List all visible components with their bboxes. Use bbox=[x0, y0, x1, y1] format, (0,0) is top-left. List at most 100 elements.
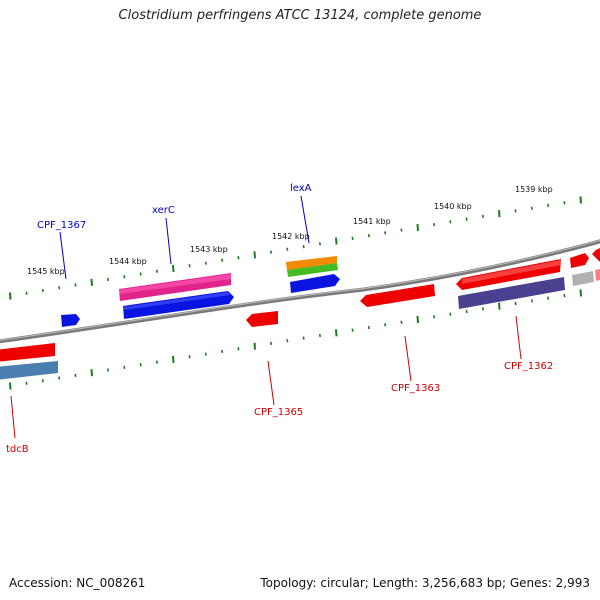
gene-label-tdcB[interactable]: tdcB bbox=[6, 444, 29, 455]
gene-label-cpf1365[interactable]: CPF_1365 bbox=[254, 407, 303, 418]
leader-cpf1365 bbox=[267, 360, 275, 406]
upper-scale-tick bbox=[416, 223, 419, 231]
lower-scale-tick bbox=[270, 341, 273, 346]
lower-scale-tick bbox=[465, 309, 468, 314]
feature-cpf1362-upper[interactable] bbox=[456, 248, 600, 290]
lower-scale-tick bbox=[449, 312, 452, 316]
map-title: Clostridium perfringens ATCC 13124, comp… bbox=[118, 8, 482, 23]
upper-scale-tick bbox=[123, 275, 126, 279]
lower-scale-tick bbox=[172, 355, 175, 363]
leader-cpf1363 bbox=[404, 335, 412, 382]
lower-scale-tick bbox=[286, 339, 289, 343]
leader-lexA bbox=[300, 195, 310, 244]
scale-label-1544: 1544 kbp bbox=[109, 257, 147, 266]
upper-scale-tick bbox=[237, 255, 240, 260]
leader-cpf1367 bbox=[59, 231, 67, 280]
upper-scale-tick bbox=[9, 292, 12, 300]
gene-label-cpf1367[interactable]: CPF_1367 bbox=[37, 220, 86, 231]
upper-scale-tick bbox=[286, 247, 289, 251]
feature-cpf1363[interactable] bbox=[360, 284, 435, 307]
upper-scale-tick bbox=[563, 201, 566, 205]
scale-label-1543: 1543 kbp bbox=[190, 245, 228, 254]
leader-xerC bbox=[165, 217, 172, 265]
upper-scale-tick bbox=[221, 258, 224, 262]
lower-scale-tick bbox=[563, 293, 566, 298]
gene-label-cpf1362[interactable]: CPF_1362 bbox=[504, 361, 553, 372]
lower-scale-tick bbox=[41, 379, 44, 383]
upper-scale-tick bbox=[74, 283, 77, 287]
upper-scale-tick bbox=[107, 277, 110, 282]
lower-scale-tick bbox=[400, 320, 403, 324]
lower-scale-tick bbox=[9, 382, 12, 390]
topology-text: Topology: circular; Length: 3,256,683 bp… bbox=[260, 576, 590, 590]
lower-scale-tick bbox=[351, 328, 354, 332]
lower-scale-tick bbox=[123, 365, 126, 370]
gene-labels: CPF_1367 xerC lexA tdcB CPF_1365 CPF_136… bbox=[6, 183, 553, 455]
upper-scale-tick bbox=[188, 264, 191, 268]
lower-scale-tick bbox=[25, 381, 28, 385]
gene-label-xerC[interactable]: xerC bbox=[152, 205, 175, 216]
lower-scale-tick bbox=[530, 299, 533, 303]
upper-scale-tick bbox=[433, 222, 436, 227]
upper-scale-tick bbox=[302, 244, 305, 249]
feature-tdcB[interactable] bbox=[0, 343, 58, 380]
gene-label-lexA[interactable]: lexA bbox=[290, 183, 312, 194]
lower-scale-tick bbox=[302, 336, 305, 340]
upper-scale-tick bbox=[465, 217, 468, 221]
lower-scale-tick bbox=[253, 342, 256, 350]
feature-cpf1362[interactable] bbox=[458, 269, 600, 309]
upper-scale-tick bbox=[530, 206, 533, 210]
upper-scale-tick bbox=[547, 203, 550, 208]
lower-scale-tick bbox=[318, 333, 321, 338]
lower-scale-tick bbox=[139, 363, 142, 367]
upper-scale-tick bbox=[90, 278, 93, 286]
scale-label-1540: 1540 kbp bbox=[434, 202, 472, 211]
lower-scale-tick bbox=[188, 355, 191, 359]
scale-labels: 1545 kbp 1544 kbp 1543 kbp 1542 kbp 1541… bbox=[27, 185, 553, 276]
upper-scale-tick bbox=[155, 269, 158, 273]
gene-label-cpf1363[interactable]: CPF_1363 bbox=[391, 383, 440, 394]
genome-backbone-highlight bbox=[0, 239, 600, 341]
lower-scale-tick bbox=[237, 347, 240, 351]
upper-scale-tick bbox=[384, 231, 387, 235]
lower-scale-tick bbox=[367, 325, 370, 330]
leader-cpf1362 bbox=[515, 315, 522, 360]
upper-scale-tick bbox=[481, 214, 484, 219]
upper-scale-tick bbox=[449, 220, 452, 224]
lower-scale-tick bbox=[221, 349, 224, 354]
lower-scale-tick bbox=[498, 302, 501, 310]
lower-scale-tick bbox=[433, 315, 436, 319]
scale-label-1539: 1539 kbp bbox=[515, 185, 553, 194]
upper-scale-tick bbox=[514, 209, 517, 213]
lower-scale-tick bbox=[335, 329, 338, 337]
feature-xerC[interactable] bbox=[119, 273, 234, 319]
scale-ticks-upper bbox=[9, 196, 582, 300]
upper-scale-tick bbox=[318, 242, 321, 246]
scale-ticks-lower bbox=[9, 289, 582, 390]
scale-label-1545: 1545 kbp bbox=[27, 267, 65, 276]
upper-scale-tick bbox=[172, 265, 175, 273]
upper-scale-tick bbox=[579, 196, 582, 204]
lower-scale-tick bbox=[514, 301, 517, 306]
upper-scale-tick bbox=[139, 272, 142, 276]
lower-scale-tick bbox=[416, 315, 419, 324]
upper-scale-tick bbox=[351, 236, 354, 241]
accession-text: Accession: NC_008261 bbox=[9, 576, 146, 590]
upper-scale-tick bbox=[270, 250, 273, 254]
label-leaders bbox=[10, 195, 522, 439]
feature-cpf1365[interactable] bbox=[246, 311, 278, 327]
lower-scale-tick bbox=[204, 352, 207, 356]
lower-scale-tick bbox=[90, 369, 93, 377]
feature-lexA[interactable] bbox=[286, 256, 340, 293]
upper-scale-tick bbox=[58, 286, 61, 290]
lower-scale-tick bbox=[74, 373, 77, 378]
upper-scale-tick bbox=[498, 210, 501, 218]
scale-label-1541: 1541 kbp bbox=[353, 217, 391, 226]
lower-scale-tick bbox=[107, 368, 110, 372]
scale-label-1542: 1542 kbp bbox=[272, 232, 310, 241]
lower-scale-tick bbox=[481, 307, 484, 311]
feature-cpf1367[interactable] bbox=[61, 314, 80, 327]
lower-scale-tick bbox=[579, 289, 582, 297]
upper-scale-tick bbox=[367, 233, 370, 238]
